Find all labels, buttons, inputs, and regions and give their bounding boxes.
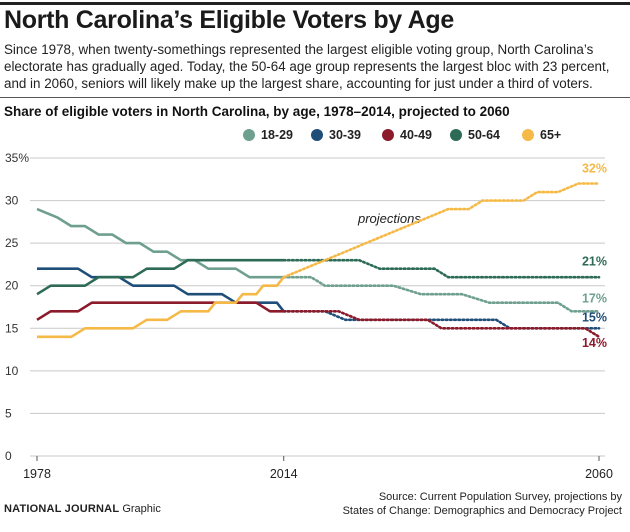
- series-18-29-line: [36, 207, 284, 279]
- source-line-2: States of Change: Demographics and Democ…: [342, 505, 622, 517]
- end-label-65plus: 32%: [582, 161, 607, 175]
- end-label-18-29: 17%: [582, 292, 607, 306]
- end-label-30-39: 15%: [582, 310, 607, 324]
- legend-swatch: [243, 129, 255, 141]
- y-tick-label: 30: [5, 194, 19, 208]
- y-tick-label: 0: [5, 449, 12, 463]
- legend-label: 30-39: [329, 128, 361, 142]
- series-18-29-projection: [282, 275, 601, 313]
- legend-item: 18-29: [243, 128, 293, 142]
- legend-swatch: [382, 129, 394, 141]
- y-tick-label: 20: [5, 279, 19, 293]
- x-tick-label: 2060: [585, 467, 613, 481]
- x-tick-label: 2014: [270, 467, 298, 481]
- page-subtitle: Since 1978, when twenty-somethings repre…: [4, 42, 610, 91]
- chart-title: Share of eligible voters in North Caroli…: [4, 104, 510, 119]
- legend-swatch: [522, 129, 534, 141]
- y-tick-label: 5: [5, 406, 12, 420]
- series-65plus-projection: [282, 182, 601, 279]
- series-65plus-line: [37, 276, 285, 339]
- line-chart: 0 5 10 15 20 25 30 35% 1978 2014 2060 projections 17…: [5, 151, 613, 481]
- legend-label: 50-64: [468, 128, 500, 142]
- footer-credit: NATIONAL JOURNAL Graphic: [4, 503, 161, 515]
- divider: [0, 97, 630, 98]
- legend-item: 30-39: [311, 128, 361, 142]
- legend-swatch: [450, 129, 462, 141]
- y-tick-label: 10: [5, 364, 19, 378]
- legend-item: 40-49: [382, 128, 432, 142]
- legend-item: 65+: [522, 128, 561, 142]
- chart-legend: 18-29 30-39 40-49 50-64 65+: [0, 128, 630, 148]
- page-title: North Carolina’s Eligible Voters by Age: [4, 6, 454, 34]
- x-tick-label: 1978: [23, 467, 51, 481]
- source-note: Source: Current Population Survey, proje…: [322, 490, 622, 518]
- projections-annotation: projections: [357, 211, 421, 226]
- end-label-40-49: 14%: [582, 336, 607, 350]
- series-30-39-projection: [282, 310, 601, 330]
- brand-suffix: Graphic: [122, 503, 161, 515]
- brand-name: NATIONAL JOURNAL: [4, 503, 120, 515]
- legend-swatch: [311, 129, 323, 141]
- y-tick-label: 15: [5, 321, 19, 335]
- series-50-64-projection: [282, 258, 601, 279]
- series-40-49-line: [36, 301, 284, 321]
- top-rule: [0, 2, 630, 5]
- legend-label: 40-49: [400, 128, 432, 142]
- y-tick-label: 35%: [5, 151, 29, 165]
- y-tick-label: 25: [5, 236, 19, 250]
- series-40-49-projection: [282, 310, 601, 339]
- source-line-1: Source: Current Population Survey, proje…: [378, 491, 622, 503]
- legend-label: 65+: [540, 128, 562, 142]
- legend-item: 50-64: [450, 128, 500, 142]
- end-label-50-64: 21%: [582, 254, 607, 268]
- legend-label: 18-29: [261, 128, 293, 142]
- series-50-64-line: [36, 258, 284, 296]
